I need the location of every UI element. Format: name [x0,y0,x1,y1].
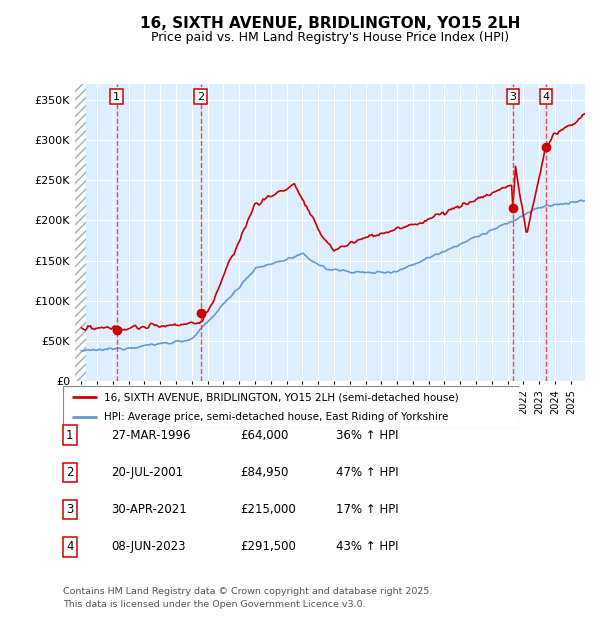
Text: 47% ↑ HPI: 47% ↑ HPI [336,466,398,479]
Text: 4: 4 [66,541,74,553]
Text: 1: 1 [66,429,74,441]
Text: £215,000: £215,000 [240,503,296,516]
Text: £84,950: £84,950 [240,466,289,479]
Text: 16, SIXTH AVENUE, BRIDLINGTON, YO15 2LH (semi-detached house): 16, SIXTH AVENUE, BRIDLINGTON, YO15 2LH … [104,392,459,402]
Text: Price paid vs. HM Land Registry's House Price Index (HPI): Price paid vs. HM Land Registry's House … [151,31,509,43]
Text: 2: 2 [197,92,204,102]
Text: Contains HM Land Registry data © Crown copyright and database right 2025.
This d: Contains HM Land Registry data © Crown c… [63,587,433,609]
Text: 3: 3 [66,503,73,516]
Text: 1: 1 [113,92,120,102]
Text: 43% ↑ HPI: 43% ↑ HPI [336,541,398,553]
Text: 17% ↑ HPI: 17% ↑ HPI [336,503,398,516]
Text: 3: 3 [509,92,517,102]
Text: £291,500: £291,500 [240,541,296,553]
Text: 16, SIXTH AVENUE, BRIDLINGTON, YO15 2LH: 16, SIXTH AVENUE, BRIDLINGTON, YO15 2LH [140,16,520,31]
Text: 2: 2 [66,466,74,479]
Text: HPI: Average price, semi-detached house, East Riding of Yorkshire: HPI: Average price, semi-detached house,… [104,412,448,422]
Text: 08-JUN-2023: 08-JUN-2023 [111,541,185,553]
Text: 20-JUL-2001: 20-JUL-2001 [111,466,183,479]
Text: 36% ↑ HPI: 36% ↑ HPI [336,429,398,441]
Text: 30-APR-2021: 30-APR-2021 [111,503,187,516]
Text: 27-MAR-1996: 27-MAR-1996 [111,429,191,441]
Text: £64,000: £64,000 [240,429,289,441]
Text: 4: 4 [542,92,550,102]
Bar [75,84,86,381]
